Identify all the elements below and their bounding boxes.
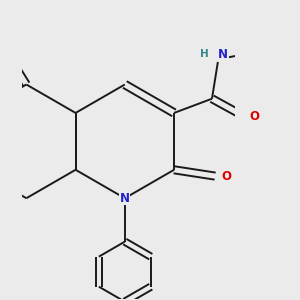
Text: O: O: [221, 169, 231, 183]
Text: H: H: [200, 50, 208, 59]
Text: N: N: [218, 48, 228, 61]
Text: O: O: [250, 110, 260, 123]
Text: N: N: [120, 192, 130, 205]
